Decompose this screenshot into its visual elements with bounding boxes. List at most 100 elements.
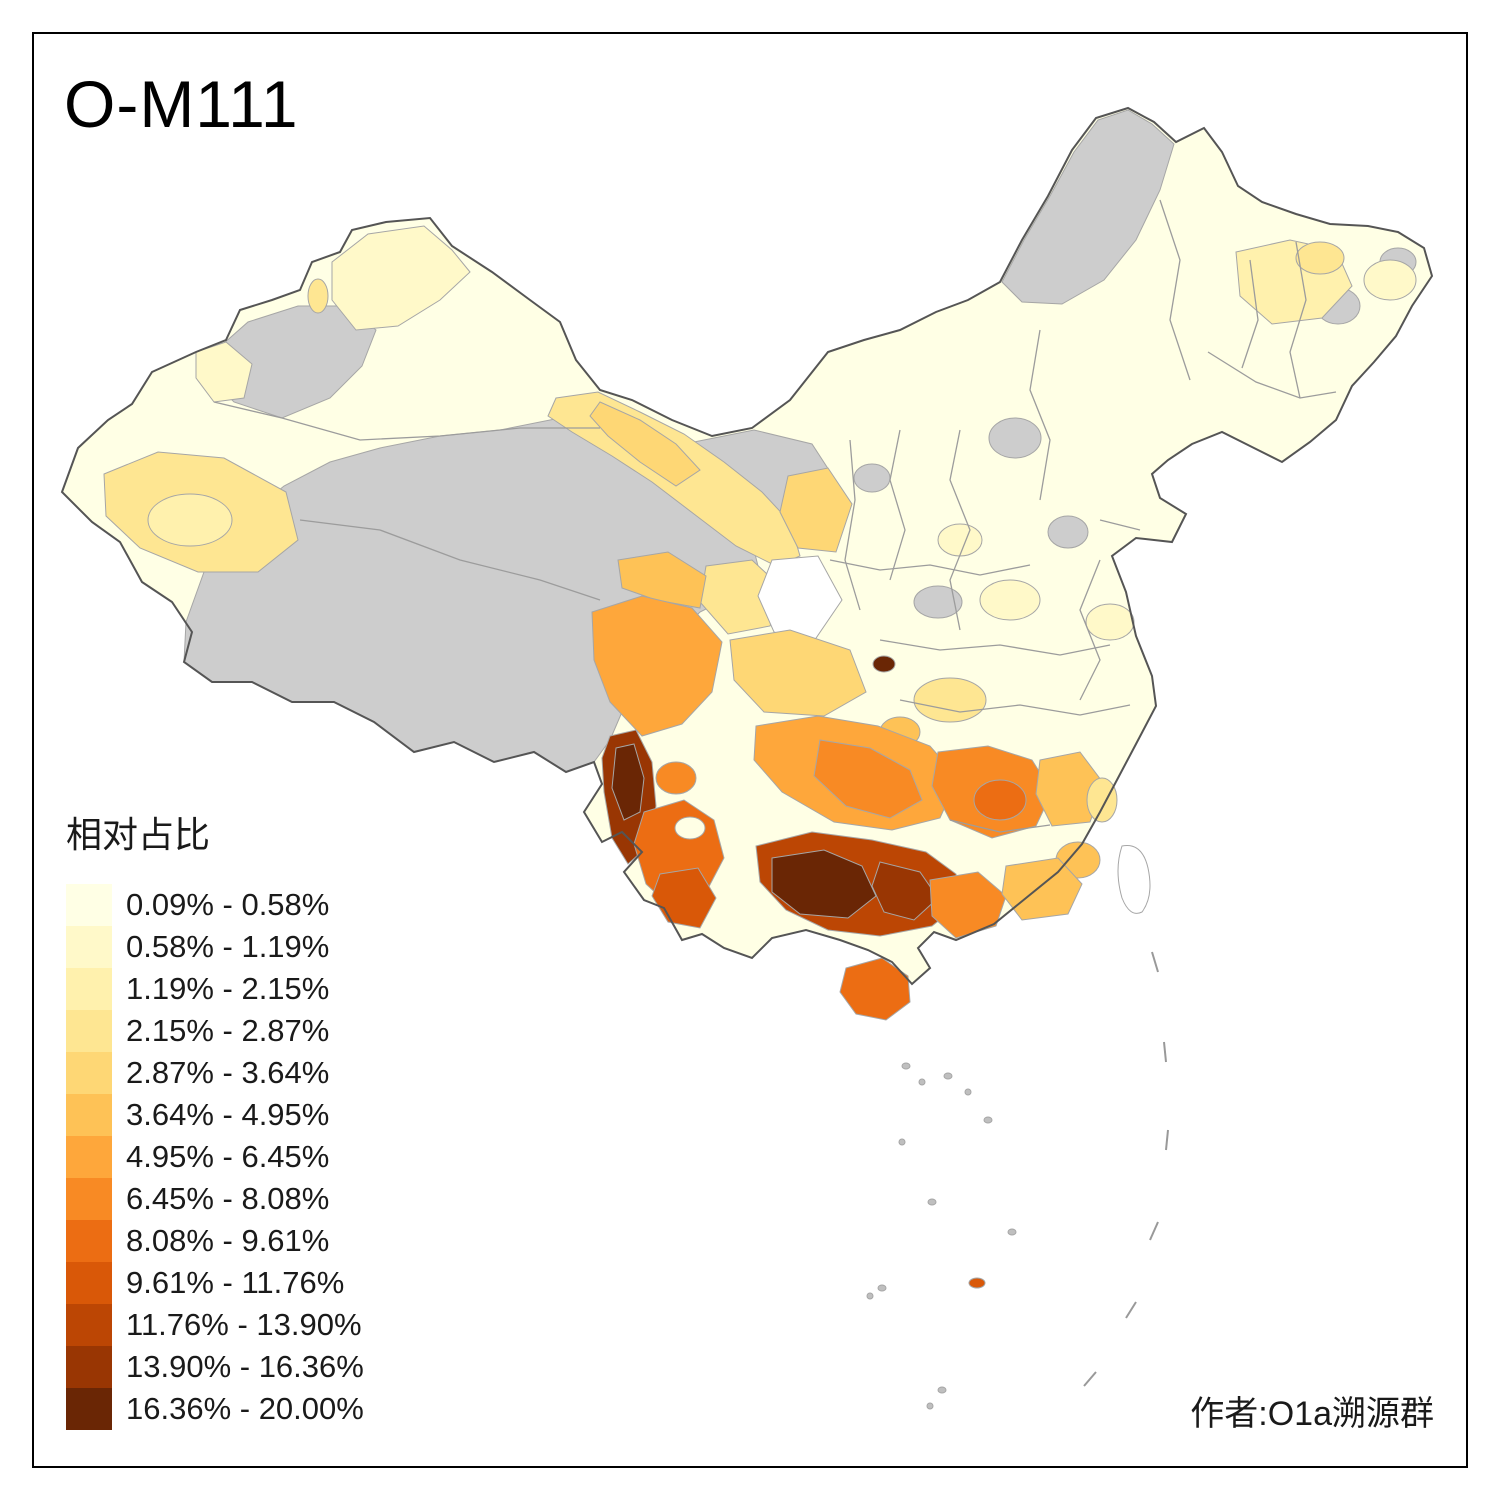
- legend-swatch: [66, 1178, 112, 1220]
- sea-islet: [1007, 1228, 1017, 1236]
- region-xinjiang-orange-sliver: [307, 278, 329, 314]
- sea-islet: [898, 1138, 906, 1146]
- region-nodata-patch: [988, 417, 1042, 459]
- sea-boundary-dash: [1125, 1301, 1137, 1319]
- region-jiangxi: [1035, 751, 1105, 827]
- internal-borders: [213, 199, 1337, 833]
- choropleth-patches: [103, 225, 1417, 939]
- region-west-yunnan-core: [611, 743, 645, 821]
- region-guangdong-west: [929, 871, 1007, 939]
- legend-swatch: [66, 968, 112, 1010]
- sea-islet: [901, 1062, 911, 1070]
- sea-boundary-dash: [1165, 1129, 1169, 1151]
- legend-label: 9.61% - 11.76%: [126, 1265, 345, 1300]
- sea-islet: [927, 1198, 937, 1206]
- region-gansu-inner: [589, 401, 701, 487]
- region-hunan-dark: [973, 779, 1027, 821]
- legend-label: 2.15% - 2.87%: [126, 1013, 330, 1048]
- legend-swatch: [66, 884, 112, 926]
- legend-item: 2.15% - 2.87%: [66, 1010, 364, 1052]
- sea-islet: [877, 1284, 887, 1292]
- legend-label: 8.08% - 9.61%: [126, 1223, 330, 1258]
- legend-swatch: [66, 1262, 112, 1304]
- legend-swatch: [66, 1346, 112, 1388]
- legend-item: 13.90% - 16.36%: [66, 1346, 364, 1388]
- legend-item: 2.87% - 3.64%: [66, 1052, 364, 1094]
- taiwan-island: [1117, 844, 1151, 914]
- region-nodata-patch: [913, 585, 963, 619]
- sea-islet: [964, 1088, 972, 1096]
- region-ningxia: [779, 467, 853, 553]
- region-hotan-lighter: [147, 493, 233, 547]
- sea-islet: [983, 1116, 993, 1124]
- legend-label: 13.90% - 16.36%: [126, 1349, 364, 1384]
- region-yunnan-pale-gap: [674, 816, 706, 840]
- legend-label: 0.58% - 1.19%: [126, 929, 330, 964]
- legend-swatch: [66, 1052, 112, 1094]
- sea-islet: [943, 1072, 953, 1080]
- legend-item: 11.76% - 13.90%: [66, 1304, 364, 1346]
- legend-swatch: [66, 1388, 112, 1430]
- region-guizhou-inner: [813, 739, 923, 819]
- region-ili-pale: [195, 341, 253, 403]
- region-hubei-patch: [913, 677, 987, 723]
- legend-title: 相对占比: [66, 814, 211, 855]
- legend-item: 9.61% - 11.76%: [66, 1262, 364, 1304]
- legend-label: 1.19% - 2.15%: [126, 971, 330, 1006]
- legend-label: 6.45% - 8.08%: [126, 1181, 330, 1216]
- sea-boundary-dash: [1149, 1221, 1159, 1241]
- legend-label: 11.76% - 13.90%: [126, 1307, 362, 1342]
- region-east-pale-patch: [937, 523, 983, 557]
- region-west-sichuan-north: [617, 551, 707, 609]
- legend-label: 0.09% - 0.58%: [126, 887, 330, 922]
- region-inner-mongolia-nodata: [1001, 109, 1175, 305]
- legend-label: 2.87% - 3.64%: [126, 1055, 330, 1090]
- legend-label: 4.95% - 6.45%: [126, 1139, 330, 1174]
- region-nodata-patch: [1047, 515, 1089, 549]
- region-fujian-coast: [1086, 777, 1118, 823]
- legend-item: 6.45% - 8.08%: [66, 1178, 364, 1220]
- legend-item: 1.19% - 2.15%: [66, 968, 364, 1010]
- legend-swatch: [66, 1094, 112, 1136]
- author-credit: 作者:O1a溯源群: [1190, 1395, 1434, 1433]
- legend-item: 0.09% - 0.58%: [66, 884, 364, 926]
- region-east-pale-patch: [979, 579, 1041, 621]
- figure-title: O-M111: [64, 67, 299, 141]
- region-nodata-patch: [853, 463, 891, 493]
- legend-swatch: [66, 1304, 112, 1346]
- legend-item: 4.95% - 6.45%: [66, 1136, 364, 1178]
- legend-item: 0.58% - 1.19%: [66, 926, 364, 968]
- region-guangxi-dark-west: [771, 849, 877, 919]
- legend-swatch: [66, 1220, 112, 1262]
- region-south-yunnan: [651, 867, 717, 929]
- legend-swatch: [66, 1010, 112, 1052]
- region-northeast-orange: [1295, 241, 1345, 275]
- legend-item: 16.36% - 20.00%: [66, 1388, 364, 1430]
- legend-item: 8.08% - 9.61%: [66, 1220, 364, 1262]
- legend-item: 3.64% - 4.95%: [66, 1094, 364, 1136]
- legend-swatch: [66, 926, 112, 968]
- region-east-pale-patch: [1085, 603, 1135, 641]
- sea-boundary-dash: [1083, 1371, 1097, 1387]
- region-west-sichuan: [591, 595, 723, 737]
- sea-islet: [926, 1402, 934, 1410]
- legend-swatch: [66, 1136, 112, 1178]
- region-dark-dot-shaanxi: [872, 655, 896, 673]
- legend: 相对占比 0.09% - 0.58% 0.58% - 1.19% 1.19% -…: [66, 806, 364, 1430]
- islands: [839, 844, 1169, 1410]
- region-northeast-border-pale: [1363, 259, 1417, 301]
- sea-boundary-dash: [1163, 1041, 1167, 1063]
- sea-islet-orange: [968, 1277, 986, 1289]
- sea-boundary-dash: [1151, 951, 1159, 973]
- region-sichuan-basin: [729, 629, 867, 717]
- region-guangxi-dark-east: [871, 861, 939, 921]
- region-guangdong-east: [1001, 857, 1083, 921]
- region-north-xinjiang-pale: [331, 225, 471, 331]
- sea-islet: [866, 1292, 874, 1300]
- legend-label: 16.36% - 20.00%: [126, 1391, 364, 1426]
- china-national-border: [60, 106, 1434, 986]
- hainan-island: [839, 957, 911, 1021]
- sea-islet: [918, 1078, 926, 1086]
